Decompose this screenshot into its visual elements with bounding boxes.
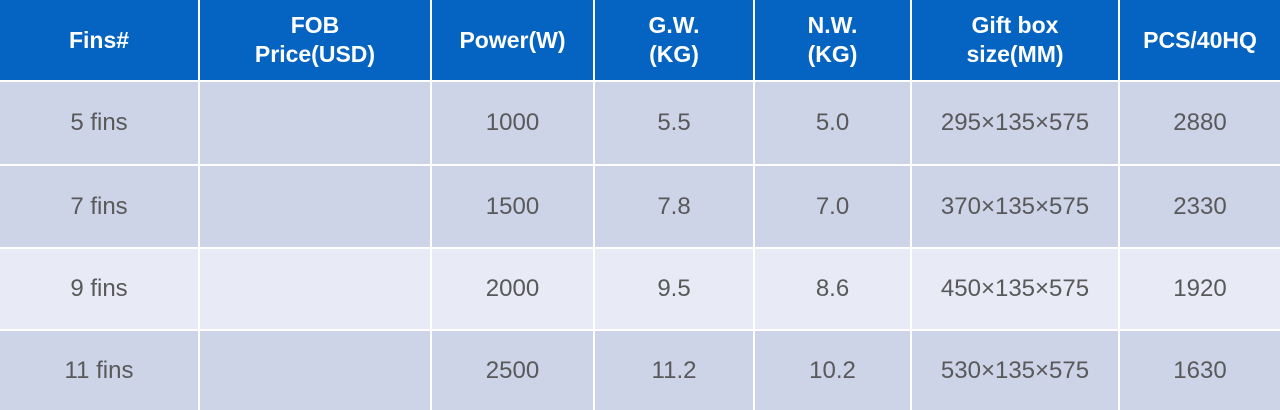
table-cell (200, 82, 430, 164)
table-cell: 9.5 (595, 249, 753, 329)
header-cell: FOB Price(USD) (200, 0, 430, 80)
table-cell: 8.6 (755, 249, 910, 329)
header-cell: G.W.(KG) (595, 0, 753, 80)
table-cell: 1920 (1120, 249, 1280, 329)
header-cell: Power(W) (432, 0, 593, 80)
table-cell: 5.5 (595, 82, 753, 164)
table-cell: 7.0 (755, 166, 910, 247)
table-cell: 7.8 (595, 166, 753, 247)
table-cell: 7 fins (0, 166, 198, 247)
header-cell: N.W.(KG) (755, 0, 910, 80)
table-cell (200, 166, 430, 247)
table-cell: 370×135×575 (912, 166, 1118, 247)
table-cell: 9 fins (0, 249, 198, 329)
table-cell: 2000 (432, 249, 593, 329)
table-cell: 11.2 (595, 331, 753, 410)
table-cell: 530×135×575 (912, 331, 1118, 410)
table-cell: 2500 (432, 331, 593, 410)
table-cell: 450×135×575 (912, 249, 1118, 329)
table-cell: 10.2 (755, 331, 910, 410)
table-cell: 5.0 (755, 82, 910, 164)
header-cell: PCS/40HQ (1120, 0, 1280, 80)
table-cell: 1500 (432, 166, 593, 247)
table-cell: 2880 (1120, 82, 1280, 164)
header-cell: Gift box size(MM) (912, 0, 1118, 80)
table-cell: 1000 (432, 82, 593, 164)
table-cell: 295×135×575 (912, 82, 1118, 164)
header-cell: Fins# (0, 0, 198, 80)
table-cell: 1630 (1120, 331, 1280, 410)
table-cell: 5 fins (0, 82, 198, 164)
table-cell (200, 249, 430, 329)
table-cell: 2330 (1120, 166, 1280, 247)
table-cell: 11 fins (0, 331, 198, 410)
table-cell (200, 331, 430, 410)
